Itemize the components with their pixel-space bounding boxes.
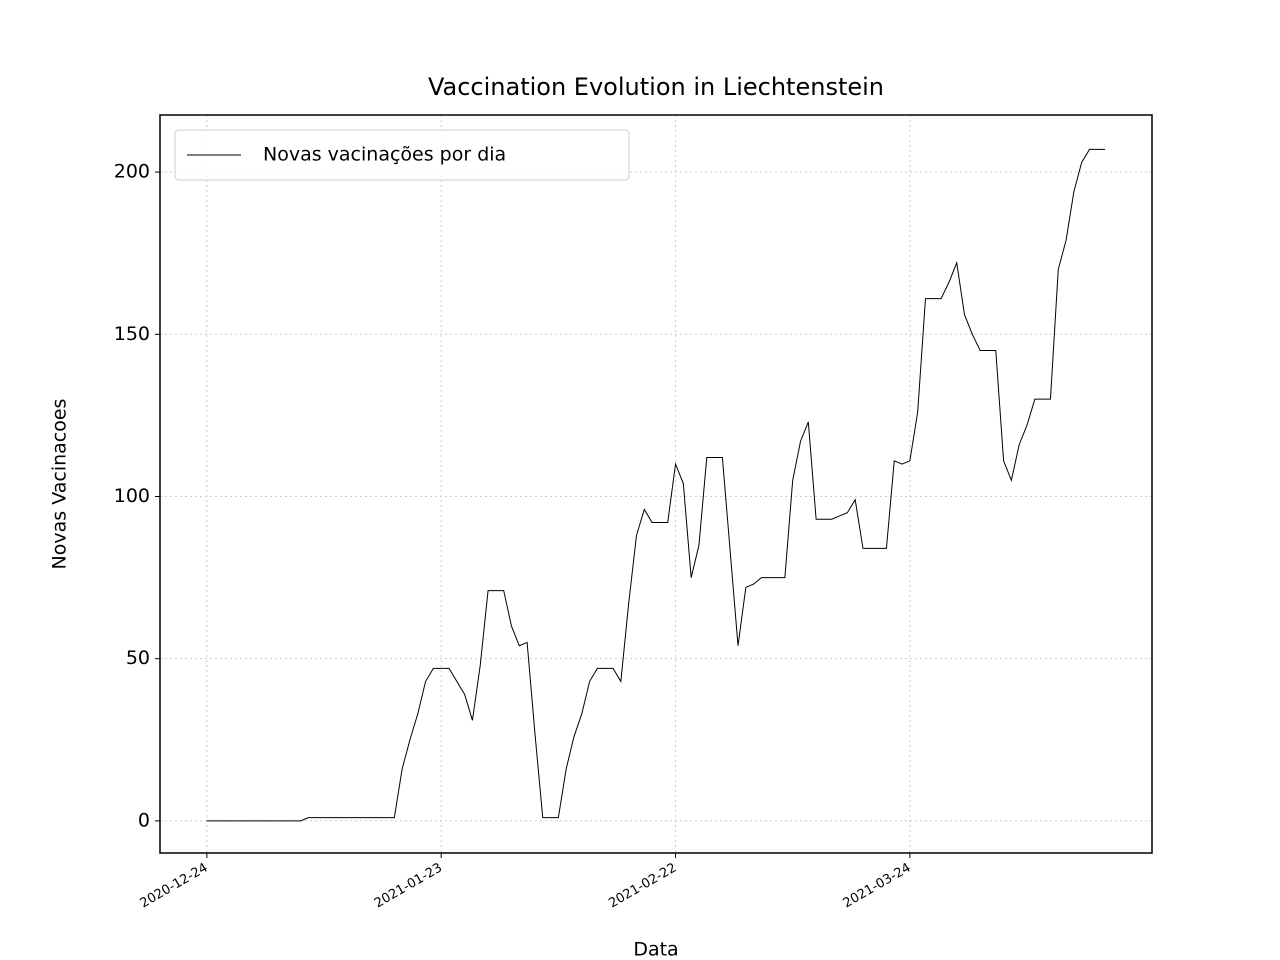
x-tick-label: 2021-01-23: [372, 861, 445, 912]
x-axis-label: Data: [633, 939, 678, 960]
line: [206, 148, 1106, 822]
chart-title: Vaccination Evolution in Liechtenstein: [428, 73, 884, 101]
x-tick-label: 2020-12-24: [138, 861, 211, 912]
y-tick-label: 50: [126, 647, 150, 669]
x-tick-label: 2021-02-22: [606, 861, 679, 912]
y-tick-label: 0: [138, 809, 150, 831]
plot-frame: [159, 114, 1153, 854]
y-tick-label: 150: [114, 323, 150, 345]
legend-label: Novas vacinações por dia: [263, 144, 506, 166]
y-tick-label: 200: [114, 161, 150, 183]
legend-box: [174, 129, 630, 181]
x-tick-label: 2021-03-24: [841, 861, 914, 912]
y-tick-label: 100: [114, 485, 150, 507]
y-axis-label: Novas Vacinacoes: [49, 399, 71, 570]
